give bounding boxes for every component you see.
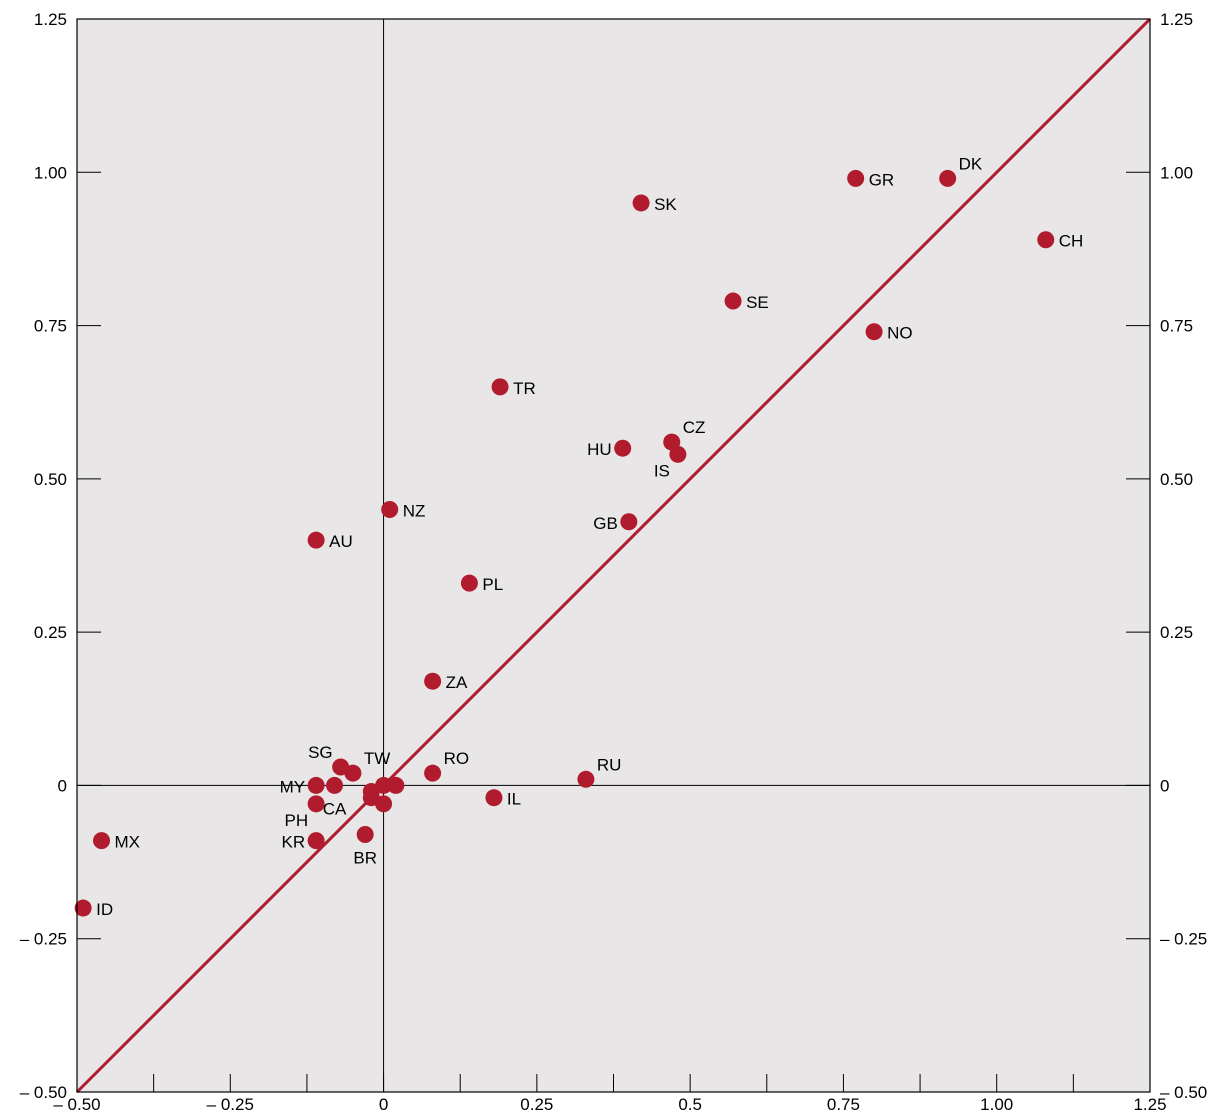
y-tick-label-right: 0.25 [1160, 623, 1193, 642]
diagonal-layer [75, 17, 1152, 1094]
data-point-nz [381, 501, 399, 519]
data-point-id [74, 899, 92, 917]
x-tick-label: – 0.25 [207, 1095, 254, 1114]
y-tick-label-left: 0.50 [34, 470, 67, 489]
zero-lines [77, 19, 1150, 1092]
data-point-my [307, 776, 325, 794]
point-label-cz: CZ [683, 418, 706, 437]
point-label-se: SE [746, 293, 769, 312]
point-label-id: ID [96, 900, 113, 919]
point-label-au: AU [329, 532, 353, 551]
point-label-no: NO [887, 324, 913, 343]
x-tick-label: 0.5 [678, 1095, 702, 1114]
data-point-se [724, 292, 742, 310]
point-label-ro: RO [444, 749, 470, 768]
y-tick-label-right: 0.75 [1160, 317, 1193, 336]
data-point-pl [460, 574, 478, 592]
data-point-no [865, 323, 883, 341]
point-label-gb: GB [593, 514, 618, 533]
data-point-kr [307, 832, 325, 850]
x-tick-label: 0.25 [520, 1095, 553, 1114]
point-label-sk: SK [654, 195, 677, 214]
point-label-pl: PL [482, 575, 503, 594]
point-label-is: IS [654, 461, 670, 480]
y-tick-label-right: 1.25 [1160, 10, 1193, 29]
point-label-gr: GR [869, 170, 895, 189]
point-label-tw: TW [364, 749, 390, 768]
y-tick-label-left: 1.00 [34, 163, 67, 182]
x-tick-label: 0.75 [827, 1095, 860, 1114]
diagonal-line [75, 17, 1152, 1094]
y-tick-label-left: – 0.25 [20, 930, 67, 949]
point-label-my: MY [280, 777, 306, 796]
y-tick-label-left: – 0.50 [20, 1083, 67, 1102]
data-point-ch [1037, 231, 1055, 249]
point-label-br: BR [353, 848, 377, 867]
y-tick-label-right: 0.50 [1160, 470, 1193, 489]
point-label-ph: PH [285, 811, 309, 830]
data-point-is [669, 445, 687, 463]
x-tick-label: – 0.50 [53, 1095, 100, 1114]
y-tick-label-left: 0.75 [34, 317, 67, 336]
x-tick-label: 1.00 [980, 1095, 1013, 1114]
data-point-tr [491, 378, 509, 396]
point-label-ch: CH [1059, 232, 1084, 251]
data-point [387, 776, 405, 794]
y-tick-label-left: 1.25 [34, 10, 67, 29]
plot-frame [76, 18, 1151, 1093]
data-point-labels: DK GR SK CH SE NO TR CZ HU IS NZ GB AU PL ZA RO RU IL SG TW… [96, 154, 1083, 919]
y-tick-label-right: – 0.25 [1160, 930, 1207, 949]
data-point-ru [577, 770, 595, 788]
data-point [375, 795, 393, 813]
data-point-gb [620, 513, 638, 531]
point-label-dk: DK [959, 154, 983, 173]
data-point-br [356, 825, 374, 843]
point-label-mx: MX [115, 833, 141, 852]
data-point-mx [93, 832, 111, 850]
data-point-au [307, 531, 325, 549]
x-tick-label: 1.25 [1133, 1095, 1166, 1114]
data-point-ro [424, 764, 442, 782]
data-point-hu [614, 439, 632, 457]
point-label-nz: NZ [403, 502, 426, 521]
data-point-ph [307, 795, 325, 813]
y-tick-label-left: 0 [58, 776, 67, 795]
point-label-tr: TR [513, 379, 536, 398]
point-label-ru: RU [597, 755, 622, 774]
data-point-ca [326, 776, 344, 794]
data-point-sk [632, 194, 650, 212]
data-point-il [485, 789, 503, 807]
data-points [74, 169, 1055, 917]
point-label-hu: HU [587, 440, 612, 459]
y-tick-label-right: 1.00 [1160, 163, 1193, 182]
point-label-sg: SG [308, 743, 333, 762]
point-label-kr: KR [282, 833, 306, 852]
data-point-dk [939, 169, 957, 187]
axis-tick-labels: – 0.50– 0.25 0 0.25 0.5 0.75 1.00 1.25– 0.50– … [20, 10, 1208, 1114]
y-tick-label-left: 0.25 [34, 623, 67, 642]
y-tick-label-right: 0 [1160, 776, 1169, 795]
x-tick-label: 0 [379, 1095, 388, 1114]
y-tick-label-right: – 0.50 [1160, 1083, 1207, 1102]
point-label-ca: CA [323, 799, 347, 818]
point-label-za: ZA [446, 673, 468, 692]
data-point-za [424, 672, 442, 690]
point-label-il: IL [507, 790, 521, 809]
data-point-gr [847, 169, 865, 187]
data-point-tw [344, 764, 362, 782]
